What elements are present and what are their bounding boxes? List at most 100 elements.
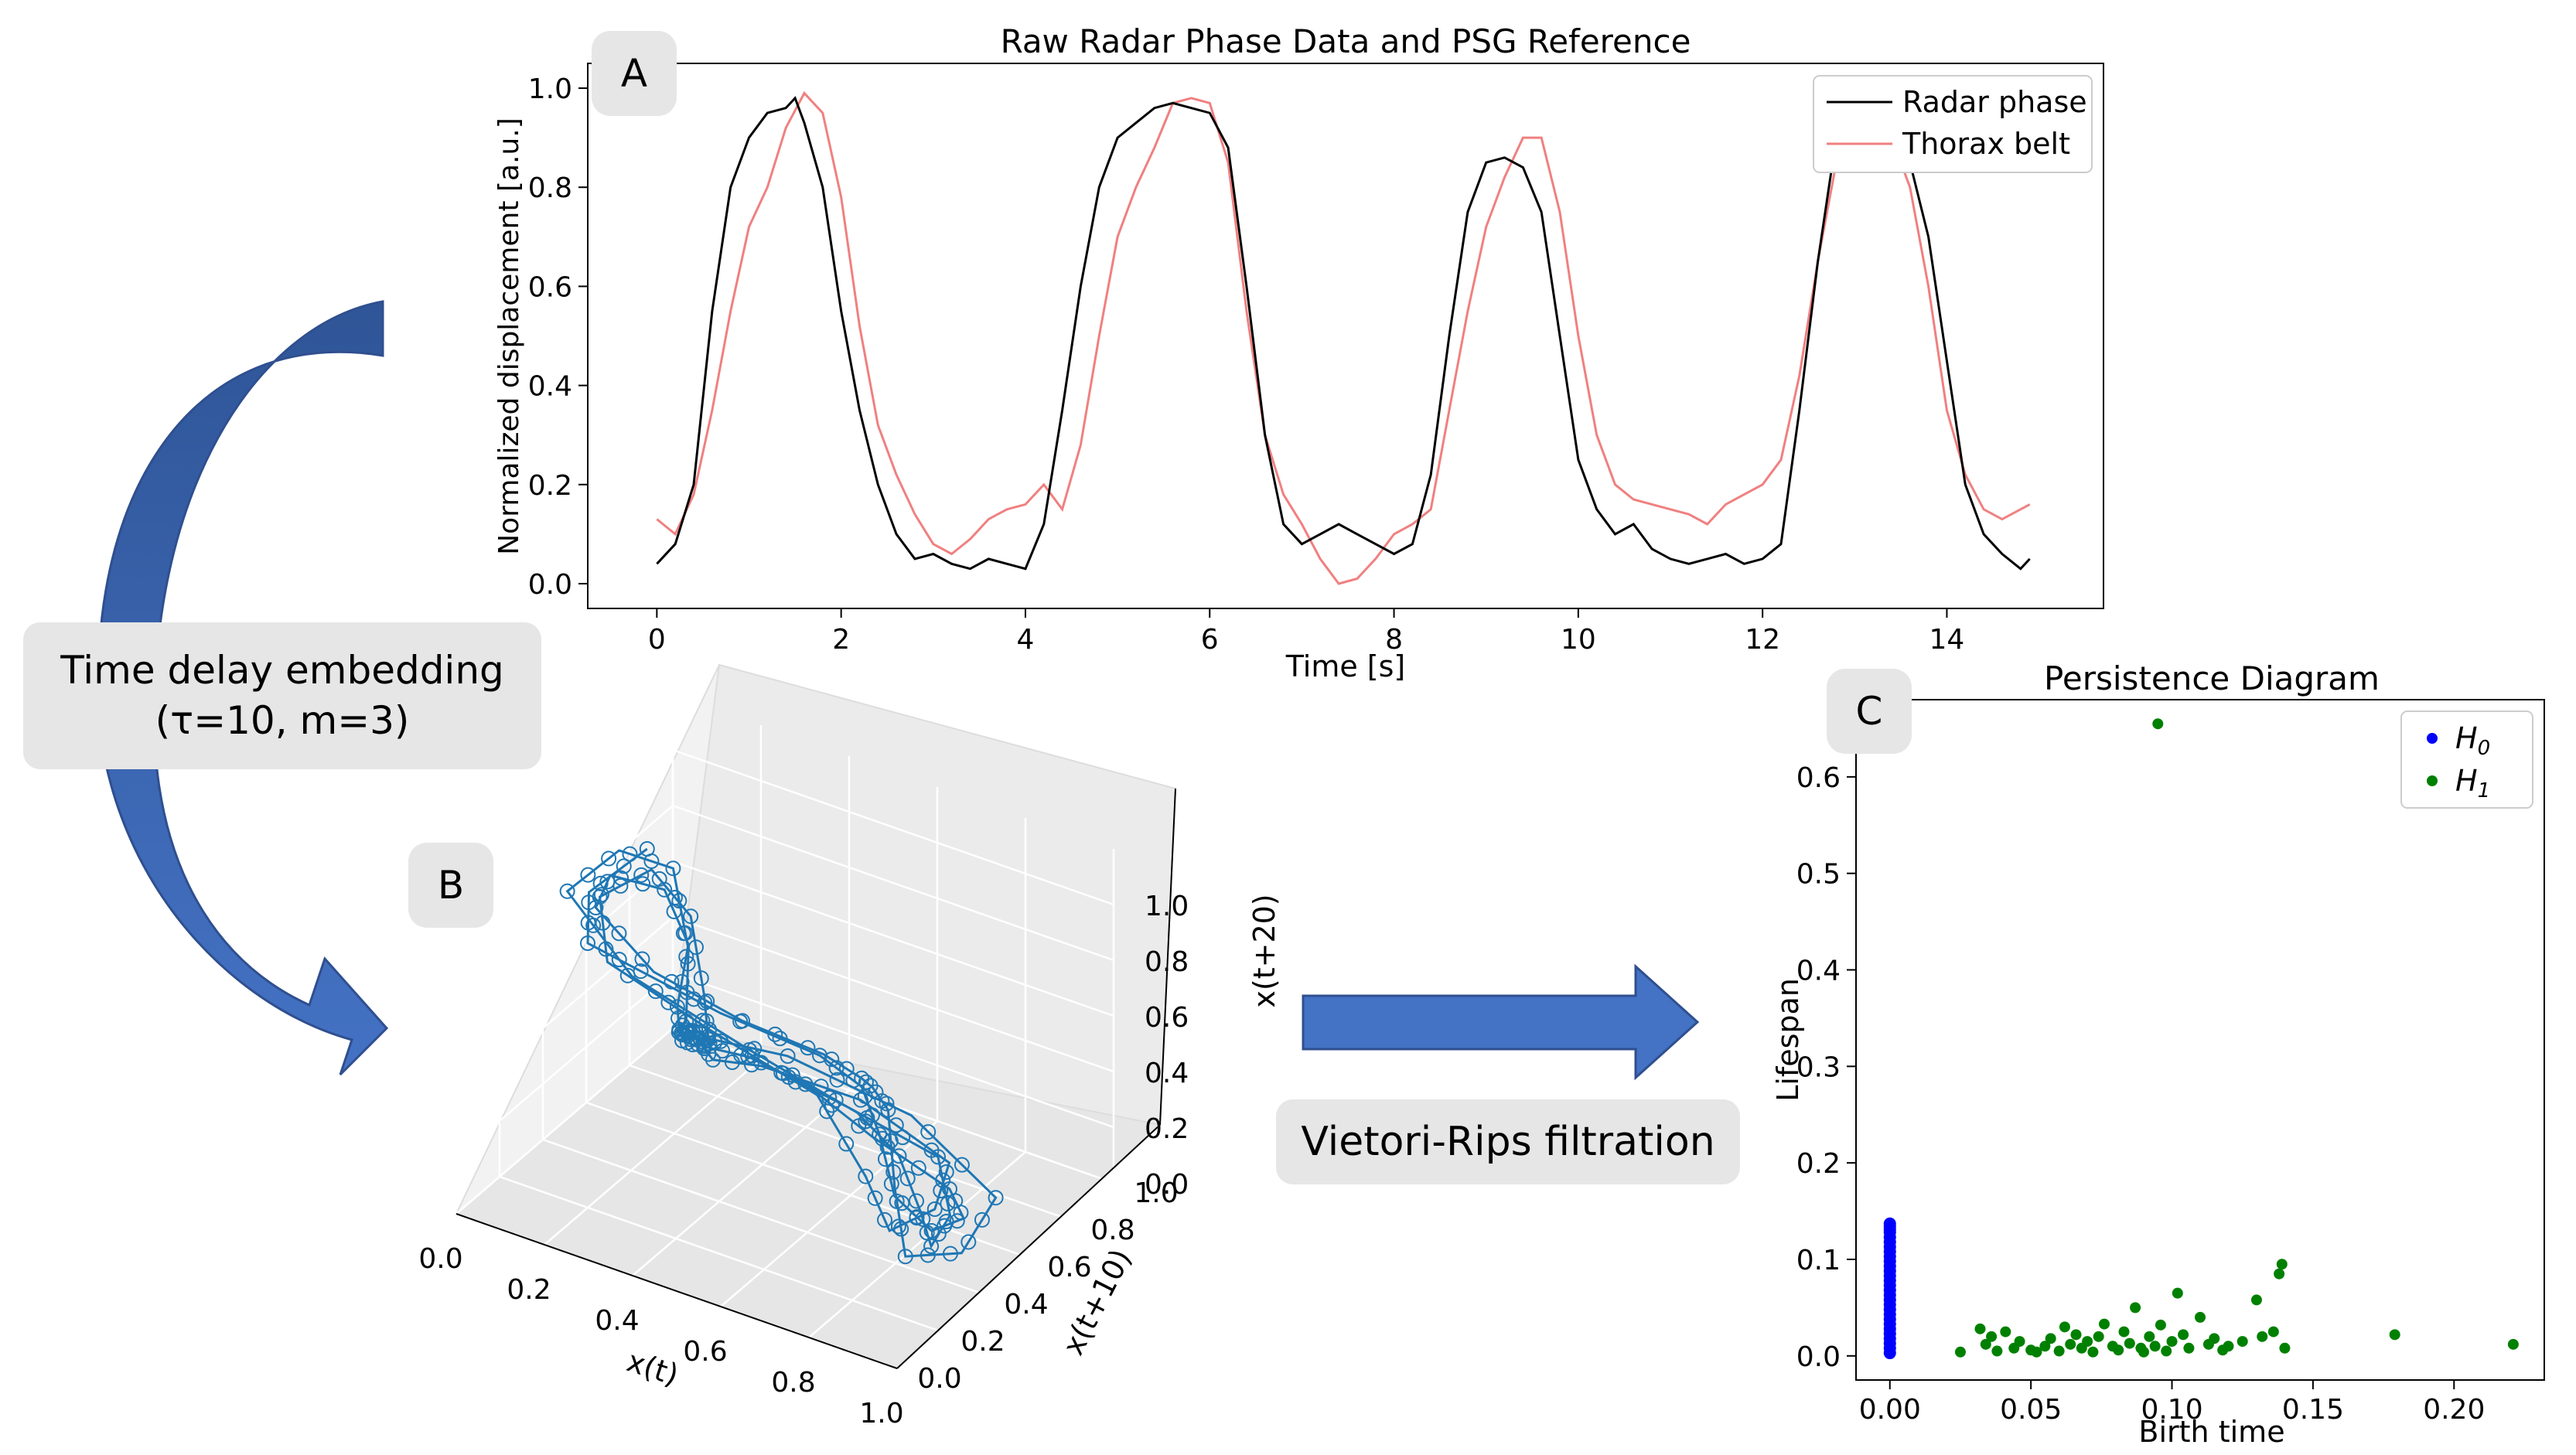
embedding-point — [923, 1239, 940, 1254]
b-ztick-label: 0.2 — [1145, 1113, 1189, 1145]
embedding-point — [585, 917, 602, 933]
embedding-point — [580, 867, 596, 883]
embedding-point — [933, 1183, 949, 1198]
c-ytick-label: 0.4 — [1796, 956, 1841, 987]
embedding-point — [813, 1078, 829, 1095]
embedding-point — [874, 1130, 890, 1147]
a-xtick-label: 4 — [1017, 624, 1035, 656]
embedding-point — [938, 1214, 954, 1229]
h1-point — [1986, 1331, 1998, 1342]
b-ytick-label: 1.0 — [1134, 1177, 1178, 1209]
h1-point — [2178, 1329, 2189, 1341]
panel-c-title: Persistence Diagram — [2044, 659, 2380, 697]
embedding-point — [680, 956, 696, 972]
b-grid-line — [629, 1064, 1071, 1222]
embedding-point — [891, 1148, 907, 1164]
embedding-point — [740, 1048, 756, 1065]
embedding-point — [619, 967, 636, 983]
tde-line2: (τ=10, m=3) — [155, 698, 410, 743]
h1-point — [2149, 1341, 2161, 1352]
b-grid-line — [720, 1120, 938, 1307]
embedding-point — [879, 1096, 895, 1112]
panel-c-plot-frame — [1855, 699, 2545, 1381]
h1-point — [2014, 1336, 2025, 1348]
b-ztick-label: 0.6 — [1145, 1002, 1189, 1034]
embedding-point — [930, 1226, 947, 1242]
embedding-point — [559, 883, 575, 899]
radar-phase-line — [656, 96, 2031, 571]
h1-point — [2237, 1336, 2248, 1348]
c-xtick-label: 0.00 — [1859, 1394, 1921, 1426]
a-xtick-label: 0 — [648, 624, 666, 656]
embedding-point — [724, 1055, 740, 1070]
embedding-point — [895, 1130, 911, 1146]
embedding-point — [899, 1170, 916, 1187]
embedding-point — [616, 858, 632, 874]
h1-point — [2087, 1346, 2099, 1358]
c-xtick-label: 0.20 — [2423, 1394, 2485, 1426]
embedding-point — [988, 1190, 1004, 1206]
embedding-point — [593, 887, 609, 903]
h1-point — [2172, 1287, 2183, 1299]
legend-h0-marker — [2427, 733, 2438, 744]
embedding-point — [897, 1249, 913, 1265]
h1-point — [2045, 1333, 2056, 1344]
c-xtick-label: 0.15 — [2282, 1394, 2344, 1426]
embedding-point — [651, 871, 667, 887]
embedding-point — [960, 1234, 977, 1250]
b-grid-line — [672, 915, 1114, 1073]
h1-point — [2161, 1345, 2172, 1357]
b-xtick-label: 0.2 — [507, 1274, 551, 1306]
embedding-point — [735, 1013, 750, 1029]
h1-point — [2059, 1321, 2070, 1333]
embedding-point — [780, 1069, 797, 1085]
time-delay-embedding-label: Time delay embedding (τ=10, m=3) — [23, 622, 541, 769]
embedding-point — [694, 1013, 711, 1029]
b-grid-line — [672, 971, 1114, 1129]
a-xtick-label: 12 — [1745, 624, 1780, 656]
c-ytick-label: 0.3 — [1796, 1051, 1841, 1083]
a-ytick-label: 0.6 — [528, 271, 572, 303]
h1-point — [1954, 1346, 1966, 1358]
panel-label-a: A — [592, 31, 677, 116]
embedding-point — [877, 1211, 893, 1228]
h1-point — [2000, 1326, 2011, 1337]
embedding-point — [622, 846, 638, 862]
b-grid-line — [455, 860, 674, 1048]
embedding-point — [908, 1193, 924, 1209]
h0-point — [1883, 1217, 1896, 1230]
h1-point — [1980, 1338, 1991, 1350]
panel-label-c: C — [1827, 669, 1912, 754]
embedding-point — [800, 1040, 816, 1056]
h1-point — [2389, 1329, 2400, 1341]
embedding-point — [930, 1149, 946, 1165]
h1-point — [2144, 1331, 2155, 1342]
embedding-point — [910, 1160, 926, 1176]
c-ytick-label: 0.5 — [1796, 859, 1841, 891]
b-grid-line — [542, 1138, 984, 1296]
embedding-point — [671, 893, 688, 909]
panel-a-ylabel: Normalized displacement [a.u.] — [493, 118, 525, 555]
b-grid-line — [808, 1151, 1026, 1338]
h1-point — [2152, 718, 2164, 730]
b-xtick-label: 0.0 — [418, 1243, 462, 1275]
embedding-point — [699, 1029, 715, 1045]
embedding-point — [743, 1057, 759, 1073]
h1-point — [2113, 1344, 2124, 1356]
tde-line1: Time delay embedding — [60, 648, 504, 693]
embedding-point — [880, 1102, 896, 1118]
panel-a-legend: Radar phase Thorax belt — [1813, 75, 2093, 173]
legend-h1-marker — [2427, 775, 2438, 786]
embedding-point — [926, 1201, 943, 1217]
h1-point — [2183, 1342, 2195, 1354]
thorax-belt-line — [656, 90, 2031, 585]
h1-point — [2098, 1318, 2110, 1330]
h1-point — [1991, 1345, 2003, 1357]
legend-thorax-label: Thorax belt — [1902, 127, 2070, 161]
embedding-point — [665, 860, 681, 877]
b-grid-line — [672, 804, 1114, 962]
embedding-point — [942, 1245, 958, 1262]
embedding-point — [949, 1213, 965, 1229]
h1-point — [2257, 1331, 2268, 1342]
